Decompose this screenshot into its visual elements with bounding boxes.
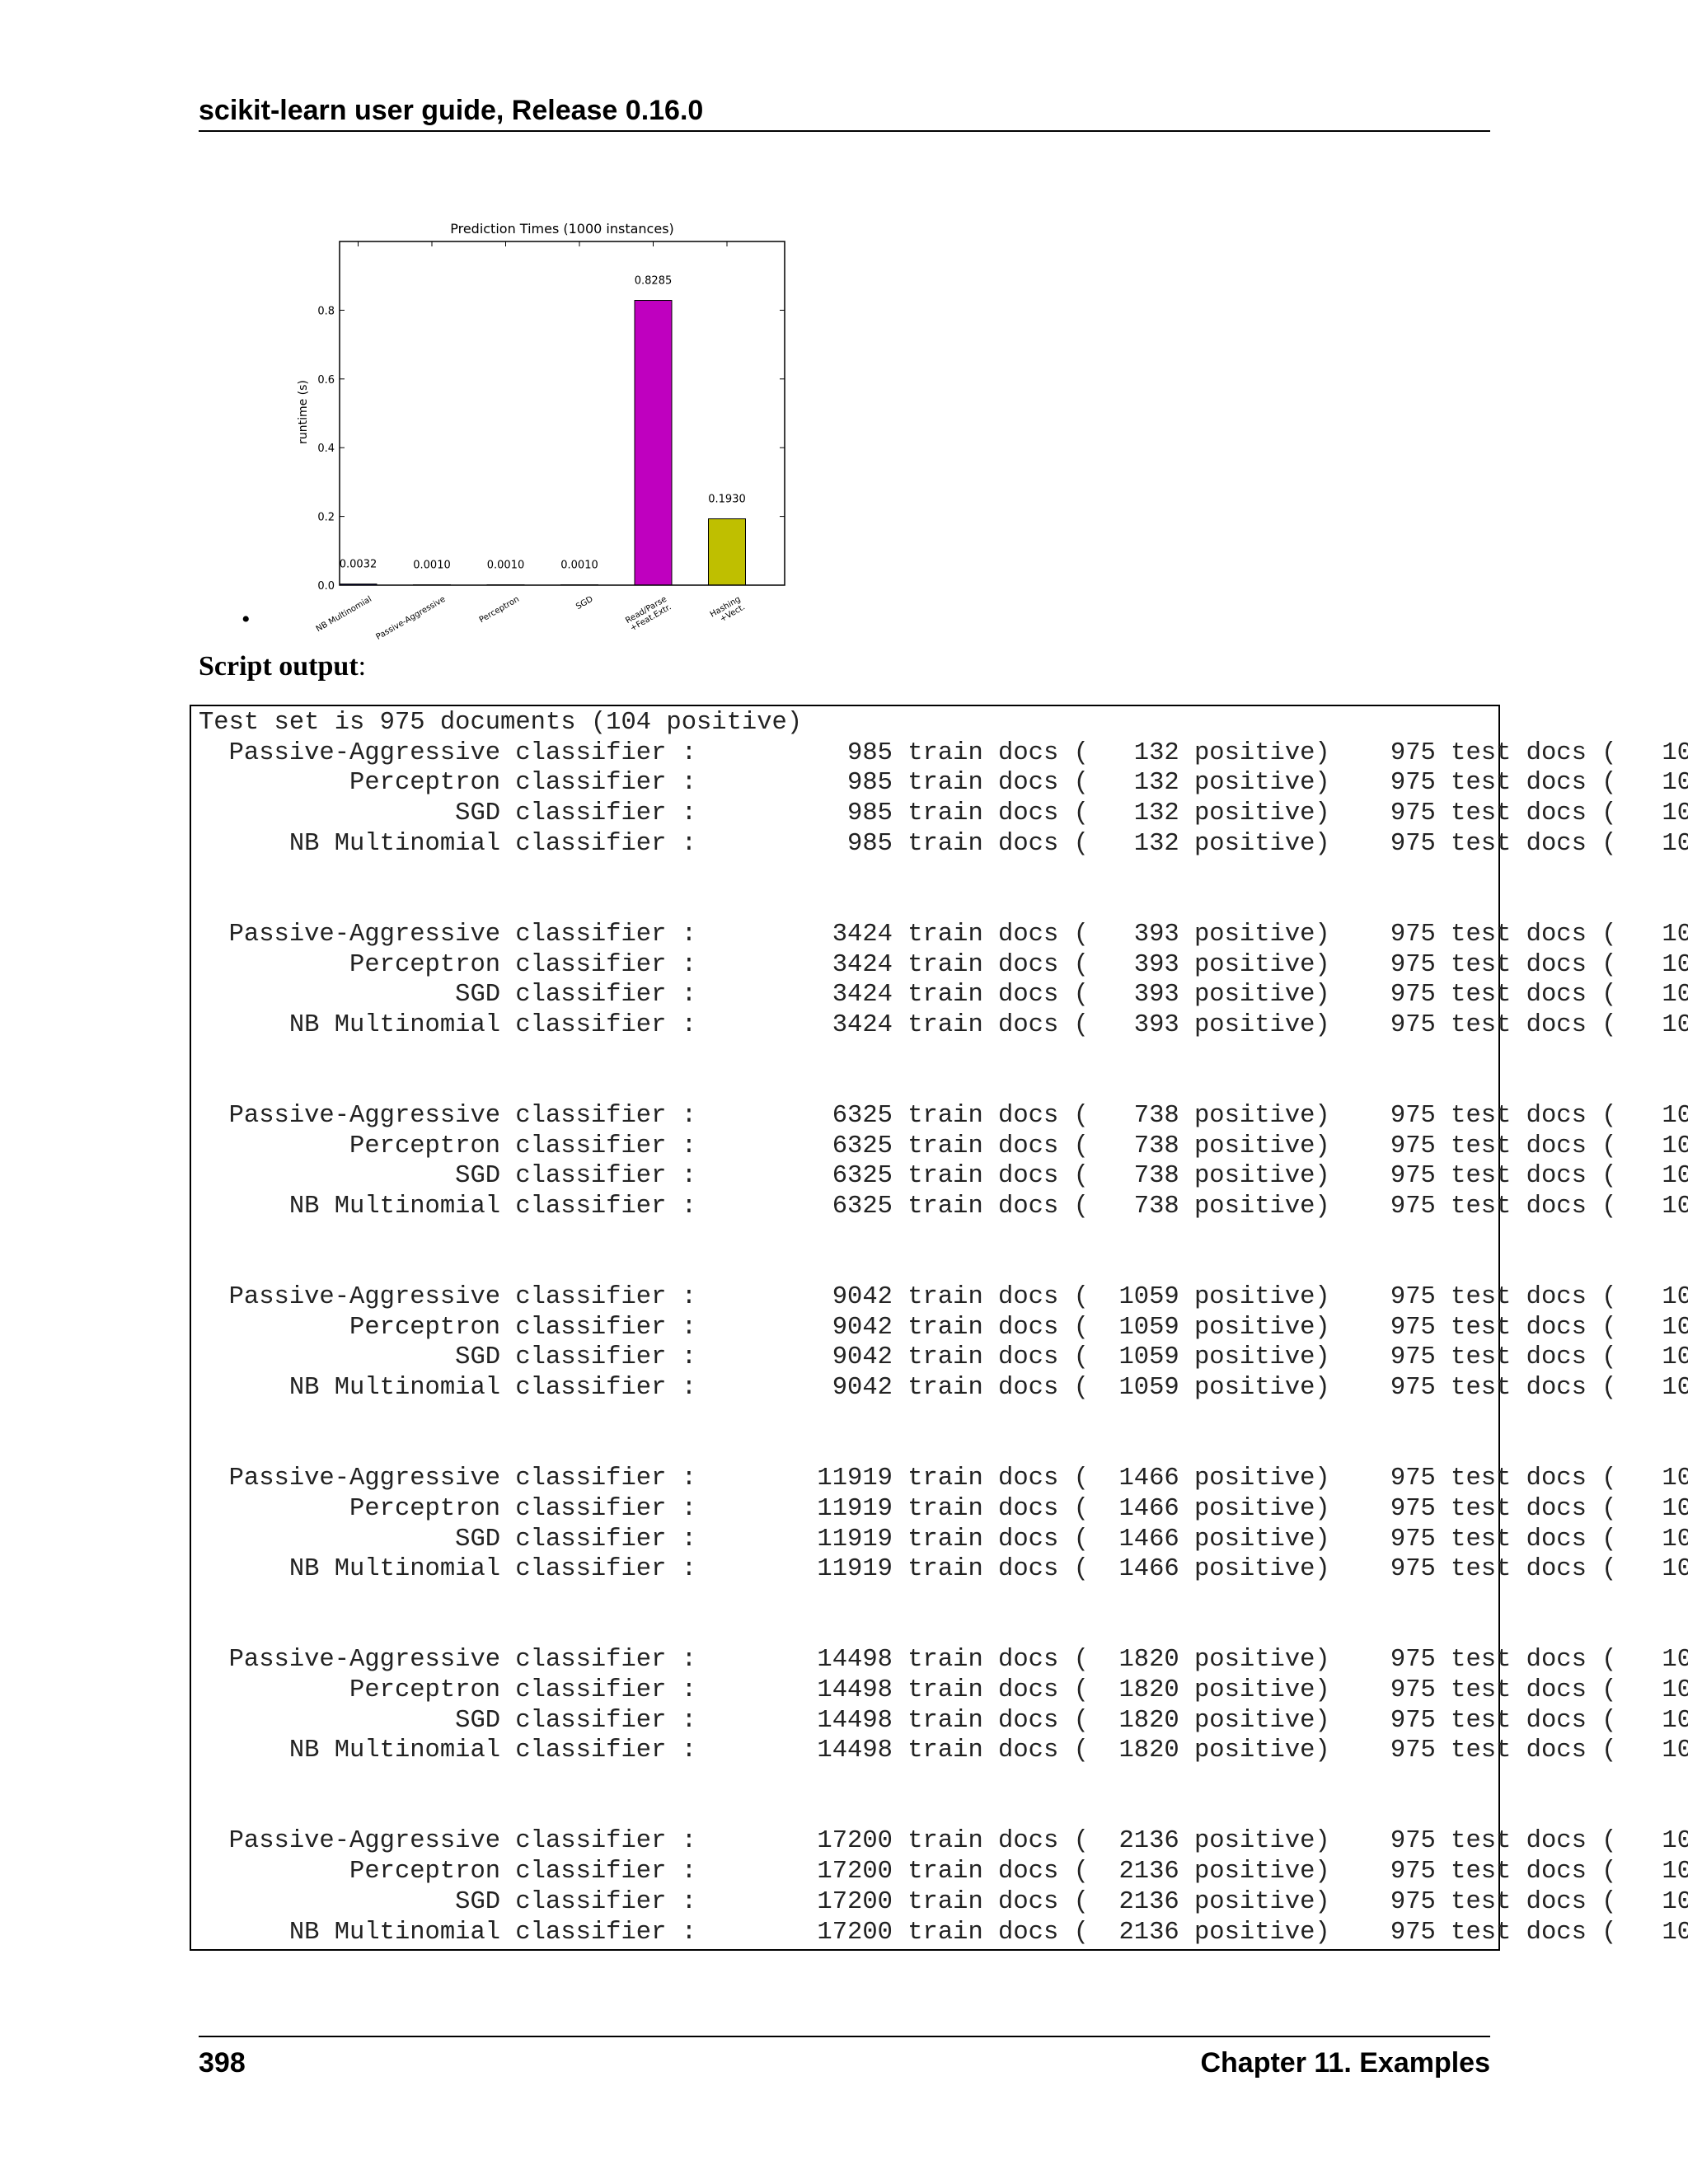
output-line: [199, 1252, 1688, 1282]
y-axis-label: runtime (s): [297, 380, 310, 444]
output-line: [199, 1041, 1688, 1071]
script-output-text: Test set is 975 documents (104 positive)…: [199, 708, 1688, 1944]
output-line: SGD classifier : 17200 train docs ( 2136…: [199, 1887, 1688, 1916]
x-tick-label-line: SGD: [574, 595, 595, 612]
x-tick-label-line: Perceptron: [478, 595, 521, 626]
output-line: NB Multinomial classifier : 985 train do…: [199, 829, 1688, 858]
output-line: NB Multinomial classifier : 11919 train …: [199, 1555, 1688, 1584]
x-tick-label-line: NB Multinomial: [315, 595, 373, 634]
output-line: Passive-Aggressive classifier : 985 trai…: [199, 738, 1688, 767]
script-output-box: [190, 705, 1500, 1951]
y-tick-label: 0.6: [317, 374, 335, 387]
prediction-times-figure: Prediction Times (1000 instances) runtim…: [280, 214, 808, 643]
output-line: NB Multinomial classifier : 9042 train d…: [199, 1374, 1688, 1403]
output-line: SGD classifier : 14498 train docs ( 1820…: [199, 1706, 1688, 1735]
output-line: [199, 1797, 1688, 1827]
y-tick-label: 0.0: [317, 580, 335, 593]
bar-value-label: 0.0010: [413, 560, 451, 572]
plot-frame: [339, 241, 785, 586]
output-line: Perceptron classifier : 6325 train docs …: [199, 1132, 1688, 1160]
x-tick-label: SGD: [574, 595, 595, 612]
page-footer: 398 Chapter 11. Examples: [199, 2036, 1490, 2087]
output-line: Perceptron classifier : 14498 train docs…: [199, 1676, 1688, 1704]
script-output-label: Script output:: [199, 651, 366, 682]
bar-value-label: 0.8285: [635, 275, 673, 288]
output-line: Passive-Aggressive classifier : 3424 tra…: [199, 920, 1688, 949]
output-line: [199, 1766, 1688, 1797]
output-line: Perceptron classifier : 985 train docs (…: [199, 769, 1688, 798]
output-line: SGD classifier : 9042 train docs ( 1059 …: [199, 1343, 1688, 1372]
bar-value-label: 0.0010: [560, 560, 598, 572]
y-tick-label: 0.4: [317, 443, 335, 455]
output-line: Perceptron classifier : 3424 train docs …: [199, 950, 1688, 979]
x-tick-label: Passive-Aggressive: [375, 595, 448, 642]
bar-value-label: 0.1930: [708, 494, 746, 506]
bar-value-label: 0.0010: [487, 560, 525, 572]
x-tick-label: Read/Parse+Feat.Extr.: [624, 595, 673, 634]
x-tick-label: NB Multinomial: [315, 595, 373, 634]
chapter-title: Chapter 11. Examples: [1200, 2047, 1490, 2079]
output-line: NB Multinomial classifier : 14498 train …: [199, 1736, 1688, 1765]
output-line: NB Multinomial classifier : 17200 train …: [199, 1918, 1688, 1945]
output-line: [199, 1585, 1688, 1615]
output-line: [199, 859, 1688, 889]
page-header: scikit-learn user guide, Release 0.16.0: [199, 93, 1490, 132]
page-number: 398: [199, 2047, 246, 2079]
figure-bullet: •: [241, 606, 251, 633]
output-line: [199, 1404, 1688, 1434]
output-line: Perceptron classifier : 9042 train docs …: [199, 1313, 1688, 1342]
output-line: Perceptron classifier : 17200 train docs…: [199, 1858, 1688, 1886]
output-line: NB Multinomial classifier : 6325 train d…: [199, 1193, 1688, 1221]
output-line: SGD classifier : 985 train docs ( 132 po…: [199, 799, 1688, 828]
y-tick-label: 0.2: [317, 512, 335, 524]
x-tick-label: Perceptron: [478, 595, 521, 626]
bar: [634, 300, 673, 586]
running-title: scikit-learn user guide, Release 0.16.0: [199, 95, 704, 126]
output-line: Passive-Aggressive classifier : 17200 tr…: [199, 1827, 1688, 1856]
output-line: SGD classifier : 6325 train docs ( 738 p…: [199, 1162, 1688, 1191]
output-line: Passive-Aggressive classifier : 9042 tra…: [199, 1283, 1688, 1312]
output-line: [199, 889, 1688, 920]
bar-value-label: 0.0032: [340, 559, 377, 571]
output-line: SGD classifier : 11919 train docs ( 1466…: [199, 1525, 1688, 1554]
x-tick-label-line: Passive-Aggressive: [375, 595, 448, 642]
output-line: SGD classifier : 3424 train docs ( 393 p…: [199, 981, 1688, 1010]
output-line: [199, 1071, 1688, 1101]
prediction-times-chart: Prediction Times (1000 instances) runtim…: [297, 221, 785, 642]
script-output-label-colon: :: [358, 651, 367, 682]
output-line: Test set is 975 documents (104 positive): [199, 709, 803, 737]
output-line: NB Multinomial classifier : 3424 train d…: [199, 1010, 1688, 1039]
output-line: Passive-Aggressive classifier : 11919 tr…: [199, 1465, 1688, 1493]
output-line: [199, 1222, 1688, 1253]
bar: [708, 518, 746, 586]
chart-title: Prediction Times (1000 instances): [450, 221, 674, 237]
output-line: [199, 1434, 1688, 1465]
script-output-label-bold: Script output: [199, 651, 359, 682]
output-line: [199, 1615, 1688, 1646]
output-line: Perceptron classifier : 11919 train docs…: [199, 1494, 1688, 1523]
output-line: Passive-Aggressive classifier : 6325 tra…: [199, 1101, 1688, 1130]
output-line: Passive-Aggressive classifier : 14498 tr…: [199, 1646, 1688, 1675]
x-tick-label: Hashing+Vect.: [709, 595, 747, 627]
y-tick-label: 0.8: [317, 305, 335, 317]
